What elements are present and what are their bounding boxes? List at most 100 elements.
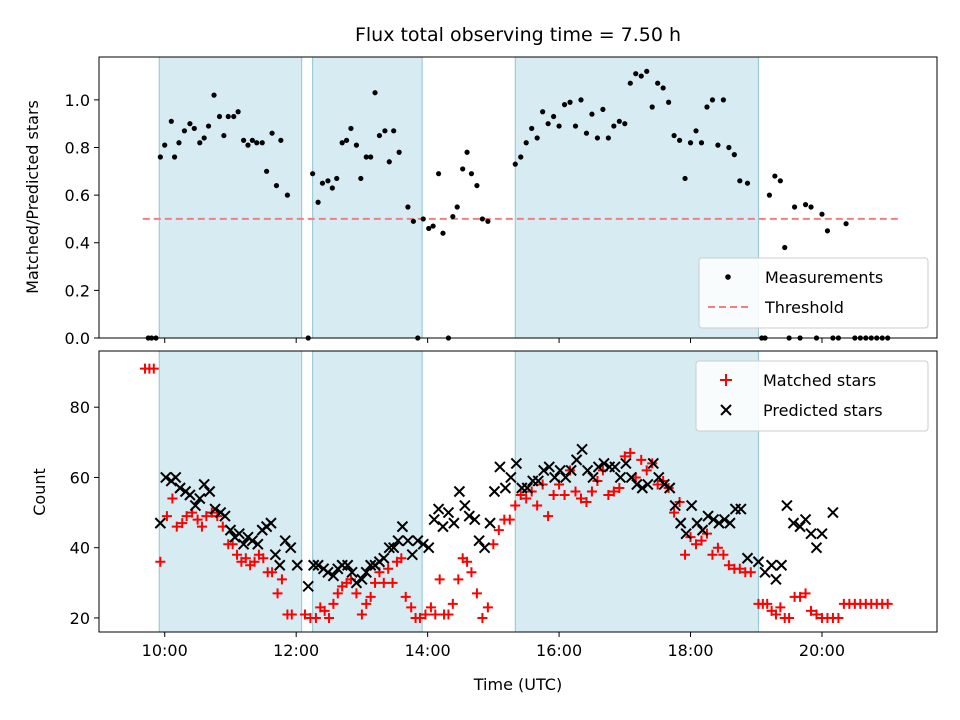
matched-star-point: [603, 490, 614, 501]
matched-star-point: [299, 609, 310, 620]
predicted-star-point: [463, 510, 475, 522]
predicted-star-point: [169, 471, 182, 484]
matched-star-point: [515, 490, 526, 501]
matched-star-point: [361, 598, 372, 609]
measurement-point: [556, 123, 562, 129]
measurement-point: [594, 135, 601, 141]
predicted-star-point: [291, 559, 303, 571]
predicted-star-point: [378, 552, 390, 564]
measurement-point: [315, 199, 321, 205]
top-y-tick-label: 0.6: [65, 186, 90, 205]
measurement-point: [372, 90, 378, 96]
matched-star-point: [148, 363, 159, 374]
predicted-star-point: [587, 471, 599, 484]
predicted-star-point: [658, 478, 670, 491]
measurement-point: [181, 128, 188, 134]
measurement-point: [221, 132, 227, 139]
measurement-point: [655, 80, 661, 86]
measurement-point: [693, 128, 699, 134]
measurement-point: [583, 130, 590, 136]
matched-star-point: [795, 591, 806, 602]
legend-matched-marker: [720, 374, 732, 386]
predicted-star-point: [302, 580, 314, 593]
predicted-star-point: [631, 478, 643, 491]
predicted-star-point: [805, 527, 817, 540]
predicted-star-point: [713, 517, 725, 529]
measurement-point: [368, 154, 374, 160]
measurement-point: [633, 71, 639, 77]
measurement-point: [254, 140, 260, 146]
matched-star-point: [707, 549, 718, 560]
predicted-star-point: [412, 534, 424, 547]
predicted-star-point: [642, 478, 654, 491]
matched-star-point: [155, 556, 166, 567]
measurement-point: [824, 228, 831, 234]
legend-matched-label: Matched stars: [763, 371, 876, 390]
matched-star-point: [319, 605, 330, 616]
measurement-point: [540, 109, 546, 115]
measurement-point: [211, 92, 217, 98]
measurement-point: [176, 140, 182, 146]
predicted-star-point: [154, 517, 167, 529]
predicted-star-point: [570, 454, 583, 466]
matched-star-point: [370, 577, 381, 588]
measurement-point: [715, 142, 721, 148]
matched-star-point: [608, 486, 619, 497]
measurement-point: [191, 125, 197, 132]
measurement-point: [589, 111, 595, 117]
measurement-point: [454, 204, 460, 210]
measurement-point: [726, 144, 732, 151]
predicted-star-point: [816, 527, 828, 540]
predicted-star-point: [484, 517, 496, 529]
legend-predicted-label: Predicted stars: [763, 401, 883, 420]
top-y-tick-label: 0.0: [65, 329, 90, 348]
matched-star-point: [784, 612, 795, 623]
measurement-point: [376, 132, 383, 139]
predicted-star-point: [284, 541, 297, 554]
measurement-point: [284, 192, 291, 198]
predicted-star-point: [664, 482, 676, 494]
predicted-star-point: [735, 503, 747, 515]
measurement-point: [348, 125, 354, 132]
measurement-point: [157, 154, 163, 160]
matched-star-point: [286, 609, 297, 620]
predicted-star-point: [209, 503, 221, 515]
matched-star-point: [723, 560, 734, 571]
predicted-star-point: [364, 559, 377, 571]
matched-star-point: [734, 563, 745, 574]
measurement-point: [485, 218, 491, 224]
predicted-star-point: [598, 457, 610, 470]
measurement-point: [534, 135, 540, 141]
measurement-point: [231, 113, 237, 120]
measurement-point: [819, 211, 825, 217]
predicted-star-point: [827, 506, 839, 519]
predicted-star-point: [521, 482, 534, 494]
bottom-plot-marks: [140, 363, 893, 623]
matched-star-point: [482, 602, 493, 613]
predicted-star-point: [350, 577, 363, 589]
measurement-point: [671, 132, 677, 139]
predicted-star-point: [356, 573, 368, 586]
measurement-point: [611, 123, 617, 129]
measurement-point: [353, 142, 360, 148]
bottom-legend-box: [695, 360, 929, 432]
predicted-star-point: [341, 559, 354, 571]
measurement-point: [512, 161, 518, 167]
predicted-star-point: [246, 534, 259, 547]
predicted-star-point: [203, 485, 216, 498]
predicted-star-point: [765, 559, 778, 571]
predicted-star-point: [592, 461, 605, 473]
predicted-star-point: [396, 520, 409, 533]
measurement-point: [382, 128, 388, 134]
measurement-point: [245, 142, 251, 148]
matched-star-point: [586, 486, 597, 497]
predicted-star-point: [565, 464, 577, 477]
predicted-star-point: [392, 534, 404, 547]
predicted-star-point: [459, 499, 471, 512]
measurement-point: [386, 159, 392, 165]
matched-star-point: [267, 567, 278, 578]
legend-measurements-label: Measurements: [765, 268, 883, 287]
measurement-point: [638, 73, 644, 79]
predicted-star-point: [423, 541, 435, 554]
matched-star-point: [167, 493, 178, 504]
